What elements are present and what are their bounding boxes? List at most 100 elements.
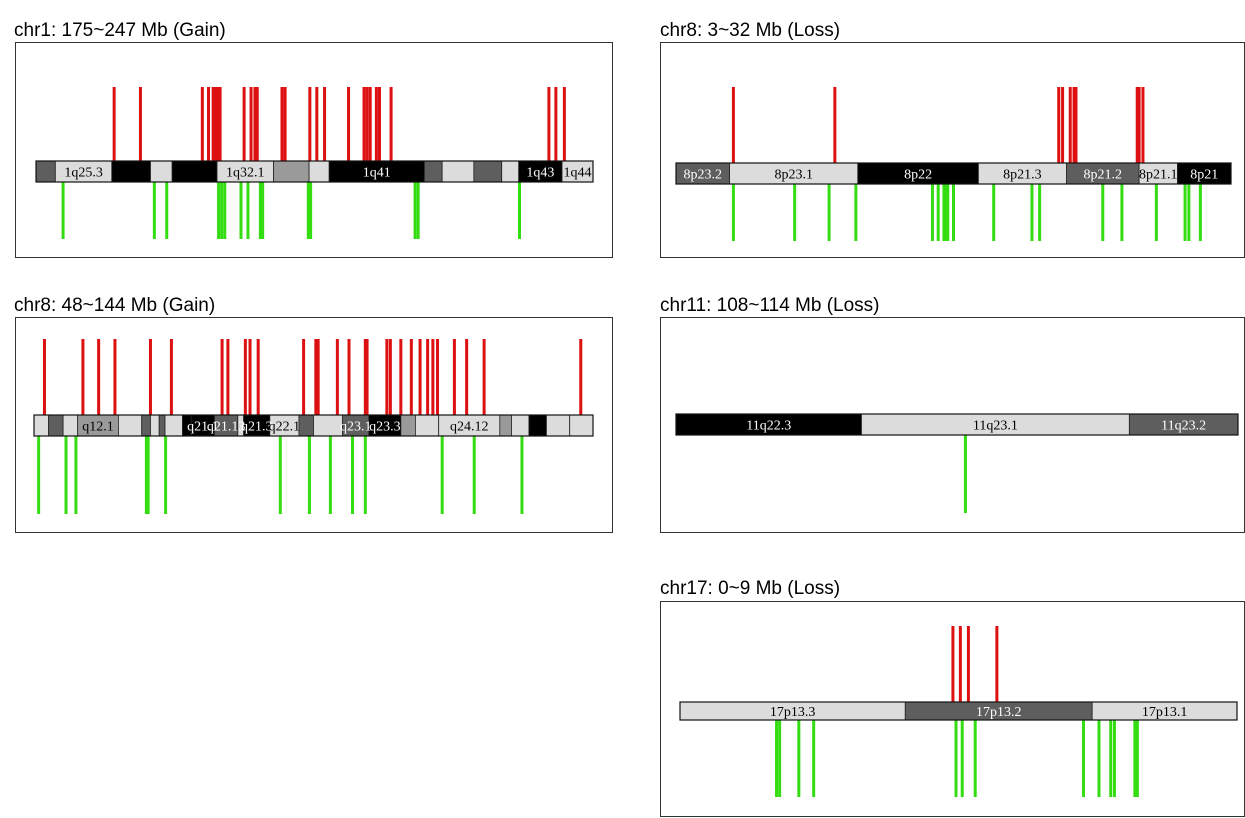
loss-mark (61, 182, 65, 239)
gain-mark (452, 339, 456, 415)
gain-mark (323, 87, 327, 161)
loss-mark (778, 720, 782, 797)
cytoband-label: q12.1 (82, 420, 114, 435)
gain-mark (731, 87, 735, 163)
loss-mark (472, 436, 476, 514)
cytoband-label: 17p13.3 (770, 705, 816, 720)
cytoband (423, 160, 443, 183)
panel-title: chr8: 3~32 Mb (Loss) (660, 20, 841, 41)
cytoband (501, 160, 520, 183)
gain-mark (362, 87, 366, 161)
loss-mark (944, 184, 948, 241)
gain-mark (436, 339, 440, 415)
gain-mark (335, 339, 339, 415)
loss-mark (306, 182, 310, 239)
loss-mark (152, 182, 156, 239)
cytoband (499, 414, 512, 437)
gain-mark (1068, 87, 1072, 163)
cytoband (441, 160, 475, 183)
cytoband (150, 414, 160, 437)
loss-mark (992, 184, 996, 241)
loss-mark (307, 436, 311, 514)
loss-mark (520, 436, 524, 514)
gain-mark (316, 339, 320, 415)
panel-chr8q: chr8: 48~144 Mb (Gain) q12.1 q21.1 q21.13 q… (14, 295, 614, 535)
cytoband (111, 160, 151, 183)
cytoband (528, 414, 547, 437)
gain-mark (399, 339, 403, 415)
gain-mark (951, 626, 955, 702)
loss-mark (146, 436, 150, 514)
gain-mark (347, 339, 351, 415)
cytoband-label: q21.1 (187, 420, 219, 435)
ideogram-chr1: 1q25.3 1q32.1 1q41 1q43 1q44 (35, 87, 594, 239)
gain-mark (347, 87, 351, 161)
chromosome-bar (35, 160, 594, 183)
cytoband (164, 414, 183, 437)
gain-mark (562, 87, 566, 161)
loss-mark (217, 182, 221, 239)
loss-mark (1133, 720, 1137, 797)
gain-mark (81, 339, 85, 415)
gain-mark (211, 87, 215, 161)
cytoband (415, 414, 440, 437)
gain-mark (253, 87, 257, 161)
cytoband (118, 414, 143, 437)
cytoband (546, 414, 571, 437)
gain-mark (148, 339, 152, 415)
cytoband-label: 8p21.1 (1139, 168, 1178, 183)
gain-mark (482, 339, 486, 415)
gain-mark (249, 87, 253, 161)
gain-mark (213, 87, 217, 161)
cytoband-label: 1q25.3 (64, 166, 103, 181)
ideogram-chr11: 11q22.3 11q23.1 11q23.2 (675, 413, 1239, 513)
gain-mark (966, 626, 970, 702)
loss-mark (936, 184, 940, 241)
panel-title: chr1: 175~247 Mb (Gain) (14, 20, 226, 41)
gain-mark (280, 87, 284, 161)
loss-mark (1038, 184, 1042, 241)
gain-mark (243, 339, 247, 415)
cytoband (273, 160, 310, 183)
gain-mark (547, 87, 551, 161)
loss-mark (1198, 184, 1202, 241)
panel-chr11: chr11: 108~114 Mb (Loss) 11q22.3 11q23.1 1… (660, 295, 1245, 535)
panel-frame: 1q25.3 1q32.1 1q41 1q43 1q44 (15, 42, 613, 258)
cytoband-label: 17p13.1 (1142, 705, 1188, 720)
cytoband-label: 8p21.3 (1003, 168, 1041, 183)
loss-mark (328, 436, 332, 514)
cytoband (400, 414, 416, 437)
loss-mark (309, 182, 313, 239)
gain-mark (368, 87, 372, 161)
loss-mark (278, 436, 282, 514)
ideogram-chr17: 17p13.3 17p13.2 17p13.1 (679, 626, 1238, 797)
gain-mark (465, 339, 469, 415)
cytoband-label: q24.12 (450, 420, 489, 435)
gain-mark (1072, 87, 1076, 163)
cytoband-label: 1q43 (526, 166, 554, 181)
gain-mark (1141, 87, 1145, 163)
gain-mark (377, 87, 381, 161)
cytoband (158, 414, 166, 437)
gain-mark (995, 626, 999, 702)
panel-chr17: chr17: 0~9 Mb (Loss) 17p13.3 17p13.2 17p13… (660, 578, 1245, 817)
gain-mark (113, 339, 117, 415)
loss-mark (946, 184, 950, 241)
cytoband-label: 8p21 (1190, 168, 1218, 183)
cytoband (473, 160, 503, 183)
cytoband (308, 160, 330, 183)
loss-mark (144, 436, 148, 514)
loss-mark (1187, 184, 1191, 241)
loss-mark (74, 436, 78, 514)
loss-mark (1135, 720, 1139, 797)
gain-mark (579, 339, 583, 415)
loss-mark (64, 436, 68, 514)
loss-mark (518, 182, 522, 239)
loss-mark (1112, 720, 1116, 797)
cytoband (62, 414, 79, 437)
gain-mark (385, 339, 389, 415)
gain-mark (169, 339, 173, 415)
loss-mark (1154, 184, 1158, 241)
chromosome-bar (33, 414, 594, 437)
